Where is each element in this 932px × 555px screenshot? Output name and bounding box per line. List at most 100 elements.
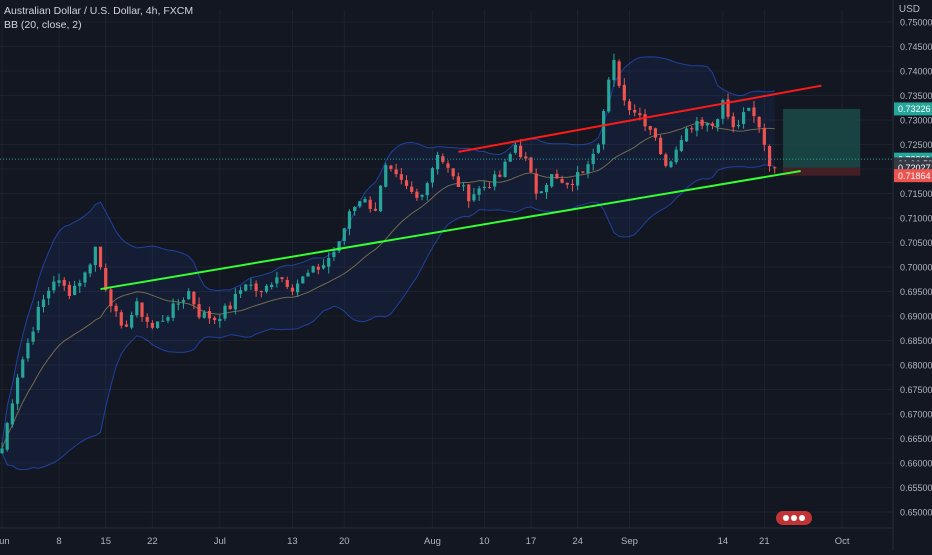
candle-body: [21, 359, 25, 378]
candle-body: [83, 272, 87, 283]
candle-body: [244, 284, 248, 291]
y-tick-label: 0.66500: [900, 434, 932, 444]
chart-legend: Australian Dollar / U.S. Dollar, 4h, FXC…: [4, 4, 193, 32]
logo-dot: [783, 515, 789, 521]
y-tick-label: 0.69500: [900, 287, 932, 297]
candle-body: [762, 128, 766, 145]
candle-body: [78, 282, 82, 287]
candle-body: [404, 180, 409, 186]
candle-body: [119, 312, 123, 326]
bb-basis: [1, 121, 775, 449]
candle-body: [529, 157, 533, 173]
candle-body: [10, 403, 14, 425]
candle-body: [98, 246, 103, 268]
y-tick-label: 0.75000: [900, 18, 932, 28]
y-tick-label: 0.74500: [900, 42, 932, 52]
candle-body: [57, 280, 61, 283]
candle-body: [238, 290, 243, 294]
symbol-title[interactable]: Australian Dollar / U.S. Dollar, 4h, FXC…: [4, 5, 194, 17]
y-tick-label: 0.66000: [900, 459, 932, 469]
candle-body: [690, 128, 694, 130]
candle-body: [477, 188, 481, 195]
resistance-trendline: [458, 84, 822, 153]
x-tick-label: Aug: [424, 536, 441, 547]
candle-body: [410, 186, 414, 192]
candles: [0, 53, 893, 454]
candle-body: [52, 281, 56, 291]
bb-fill: [2, 56, 775, 470]
logo-dot: [791, 515, 797, 521]
price-tag-bg: [894, 169, 932, 183]
candle-body: [601, 111, 606, 145]
price-tag-label: 0.73226: [898, 104, 931, 114]
candle-body: [249, 284, 253, 286]
y-tick-label: 0.68500: [900, 336, 932, 346]
y-tick-label: 0.74000: [900, 67, 932, 77]
candle-body: [389, 165, 393, 169]
candle-body: [524, 156, 528, 159]
candle-body: [26, 342, 30, 359]
support-trendline: [100, 169, 801, 291]
x-tick-label: 13: [287, 536, 298, 547]
candle-body: [155, 321, 160, 329]
y-tick-label: 0.71500: [900, 189, 932, 199]
candle-body: [373, 208, 377, 211]
candle-body: [280, 277, 284, 279]
candle-body: [498, 174, 502, 177]
candle-body: [233, 293, 237, 310]
candle-body: [653, 128, 658, 138]
candle-body: [192, 291, 196, 305]
candle-body: [135, 301, 139, 316]
y-tick-label: 0.73000: [900, 116, 932, 126]
candle-body: [716, 119, 720, 128]
candle-body: [757, 116, 761, 128]
candle-body: [399, 174, 403, 180]
candle-body: [607, 79, 611, 112]
grid: [0, 10, 893, 528]
candle-body: [223, 305, 227, 319]
candle-body: [503, 161, 507, 177]
indicator-label[interactable]: BB (20, close, 2): [4, 19, 82, 31]
candle-body: [67, 284, 72, 297]
price-tag-bg: [894, 102, 932, 116]
candle-body: [218, 318, 222, 322]
candle-body: [228, 305, 232, 310]
candle-body: [767, 145, 772, 167]
candle-body: [659, 137, 663, 155]
y-tick-label: 0.70000: [900, 263, 932, 273]
candle-body: [207, 311, 212, 319]
x-tick-label: 22: [147, 536, 158, 547]
candle-body: [114, 305, 118, 312]
bb-upper-band: [1, 56, 775, 445]
y-tick-label: 0.65000: [900, 508, 932, 518]
watermark-logo: [776, 511, 812, 525]
x-tick-label: Jul: [214, 536, 226, 547]
x-tick-label: 24: [572, 536, 583, 547]
candle-body: [710, 123, 715, 126]
candle-body: [705, 123, 709, 126]
candle-body: [487, 187, 492, 189]
candle-body: [565, 182, 569, 185]
trendlines: [100, 84, 822, 291]
candle-body: [519, 145, 523, 158]
candle-body: [337, 241, 341, 251]
candle-body: [461, 185, 466, 187]
position-zones: [783, 108, 861, 176]
candle-body: [171, 303, 175, 318]
candle-body: [472, 194, 476, 201]
candle-body: [62, 279, 66, 286]
y-tick-label: 0.73500: [900, 91, 932, 101]
candle-body: [451, 168, 455, 177]
candle-body: [576, 171, 580, 186]
candle-body: [166, 317, 170, 321]
candle-body: [181, 300, 186, 303]
candle-body: [430, 168, 435, 183]
candle-body: [617, 61, 621, 86]
candle-body: [347, 211, 352, 229]
candle-body: [290, 287, 295, 292]
candle-body: [622, 84, 626, 101]
candle-body: [721, 100, 725, 119]
